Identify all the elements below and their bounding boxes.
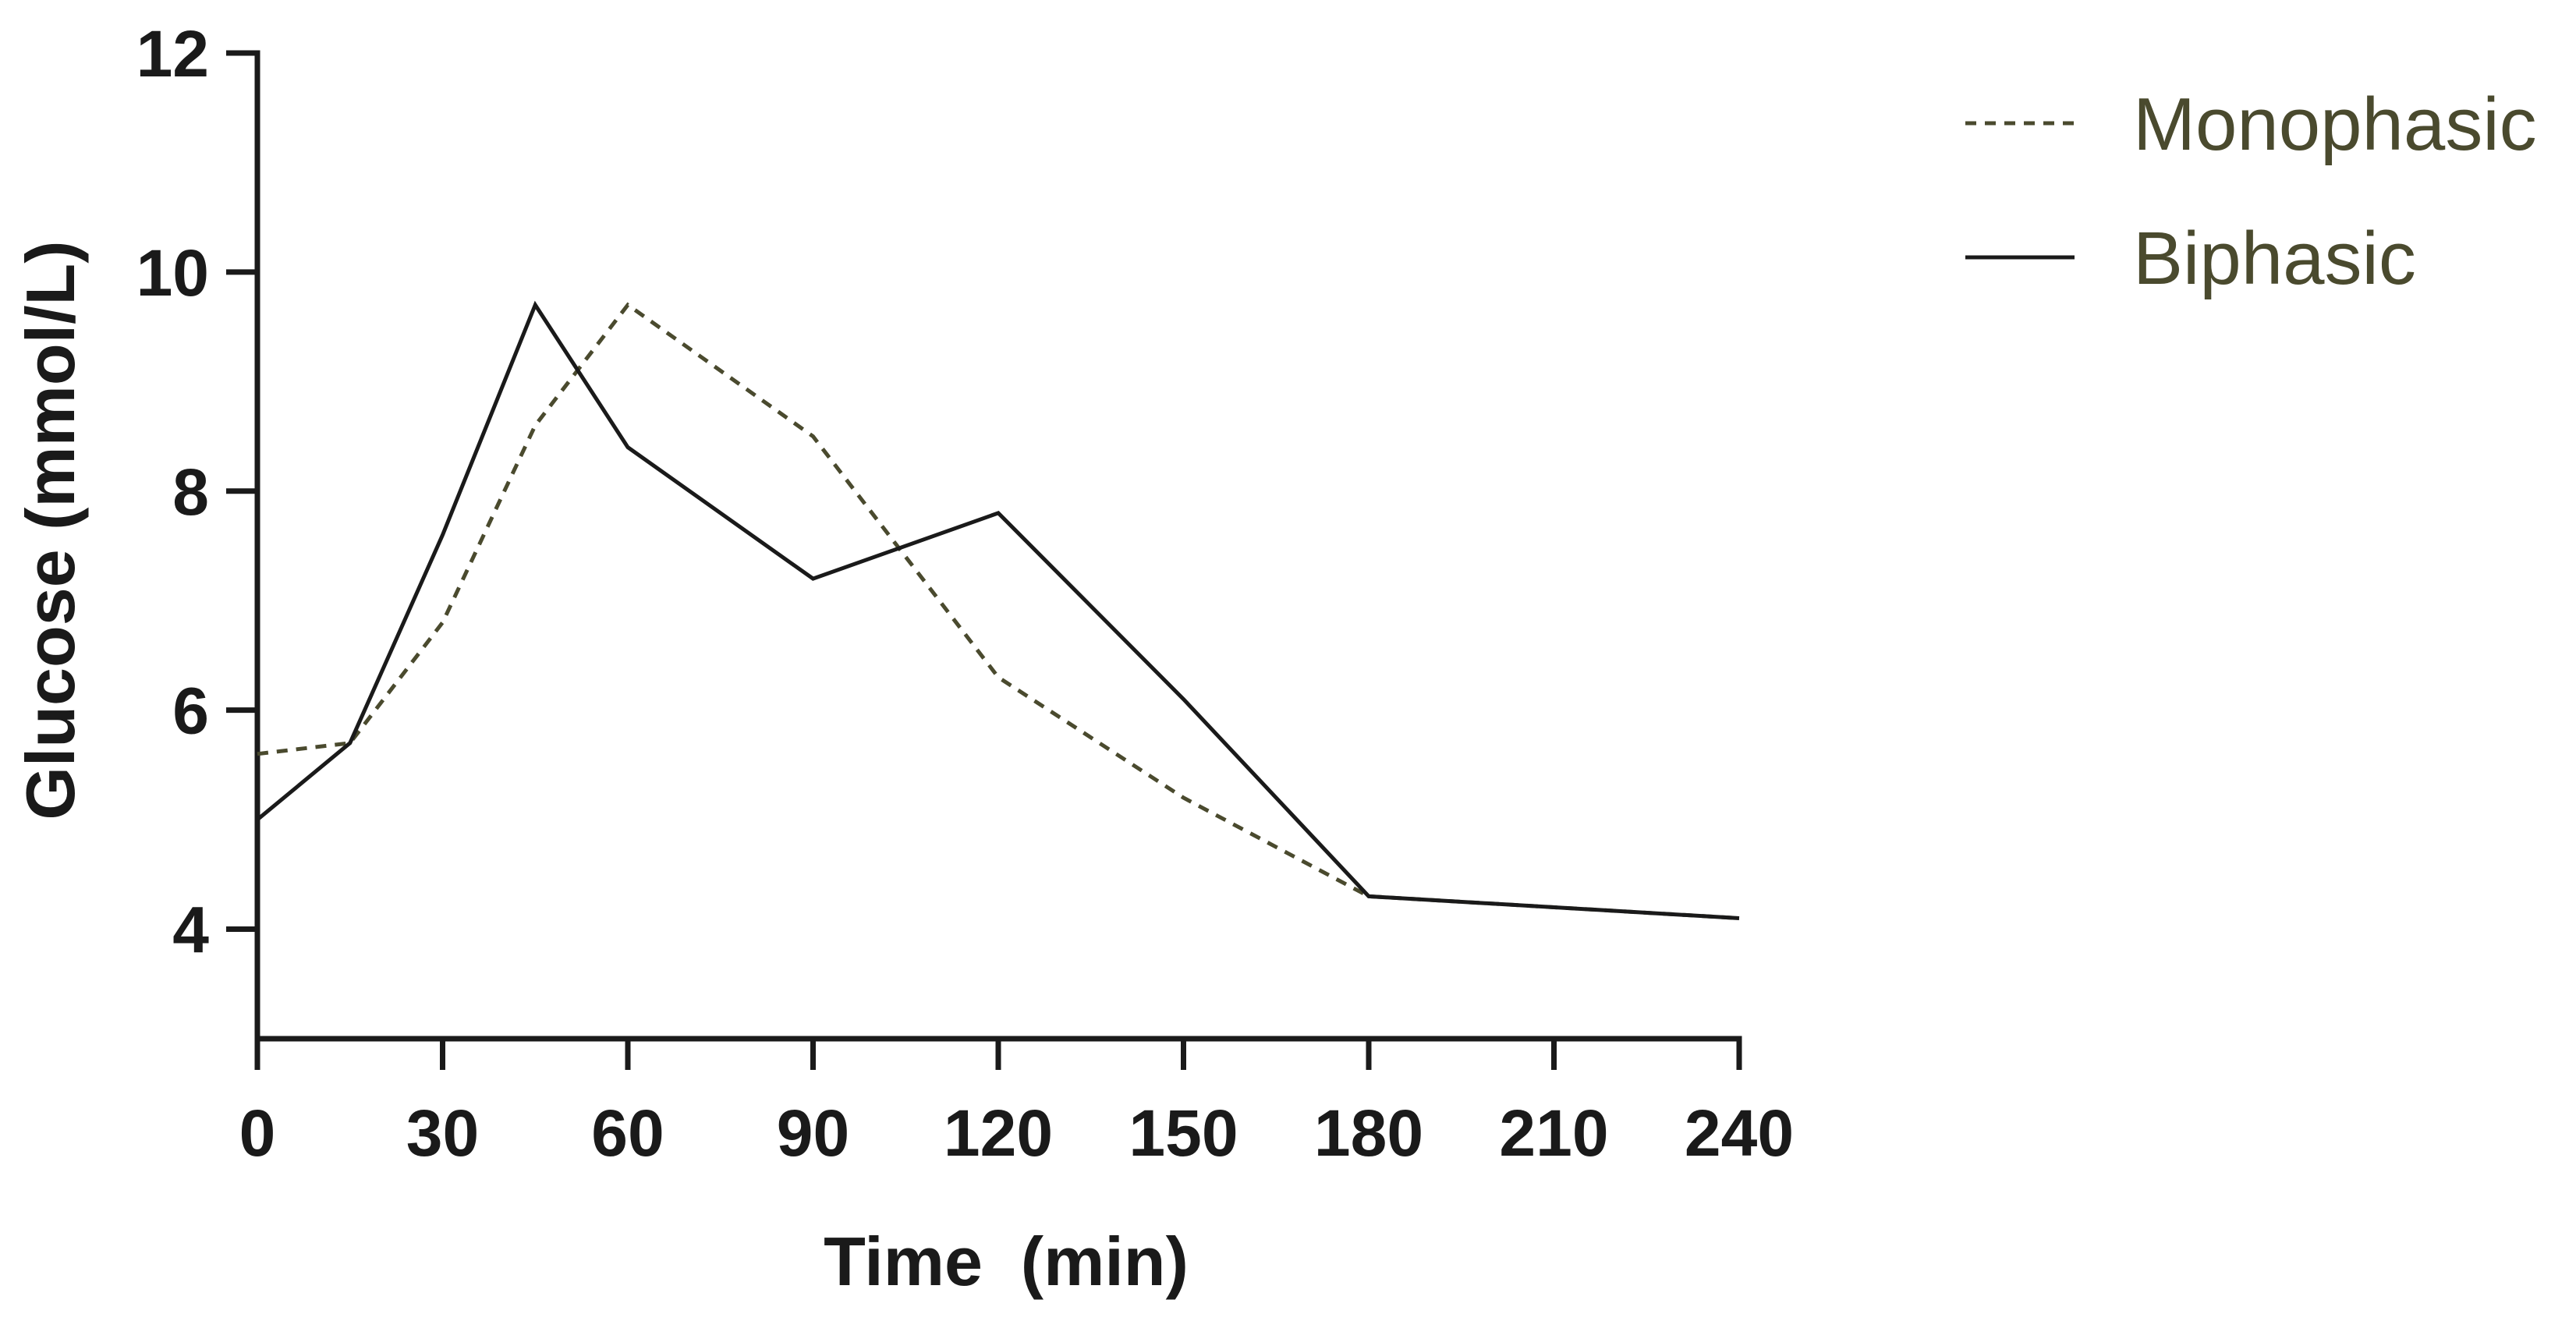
x-tick-label: 210	[1499, 1096, 1608, 1170]
y-tick-label: 4	[172, 894, 209, 967]
y-ticks: 4 6 8 10 12	[136, 17, 257, 967]
x-tick-label: 240	[1685, 1096, 1794, 1170]
x-ticks: 0 30 60 90 120 150 180 210 240	[239, 1039, 1794, 1170]
y-axis-title: Glucose (mmol/L)	[12, 240, 89, 820]
axes	[254, 50, 1742, 1042]
x-tick-label: 120	[944, 1096, 1053, 1170]
x-tick-label: 90	[777, 1096, 849, 1170]
y-tick-label: 10	[136, 236, 209, 310]
y-tick-label: 12	[136, 17, 209, 90]
x-tick-label: 60	[591, 1096, 664, 1170]
legend: Monophasic Biphasic	[1965, 83, 2537, 300]
x-tick-label: 180	[1314, 1096, 1423, 1170]
y-tick-label: 8	[172, 455, 209, 529]
x-axis-title: Time (min)	[824, 1223, 1189, 1300]
series-line-monophasic	[257, 302, 1740, 920]
series-line-biphasic	[256, 300, 1740, 920]
legend-label-biphasic: Biphasic	[2133, 217, 2416, 300]
series-layer	[256, 300, 1740, 920]
x-tick-label: 150	[1129, 1096, 1238, 1170]
y-tick-label: 6	[172, 675, 209, 748]
x-tick-label: 0	[239, 1096, 276, 1170]
legend-label-monophasic: Monophasic	[2133, 83, 2537, 166]
x-tick-label: 30	[406, 1096, 479, 1170]
